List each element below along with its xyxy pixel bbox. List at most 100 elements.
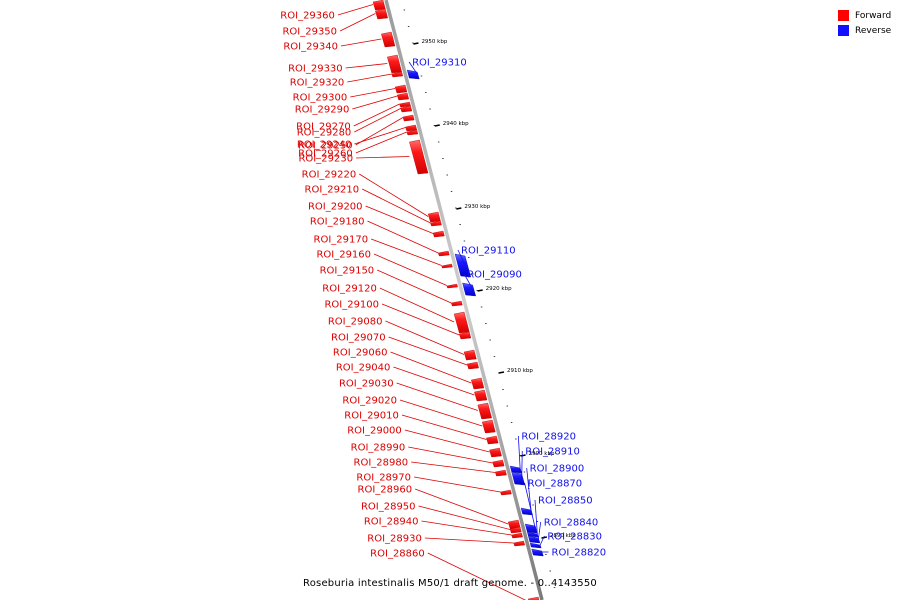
forward-gene[interactable] xyxy=(450,300,463,307)
reverse-gene[interactable] xyxy=(406,69,420,80)
forward-gene[interactable] xyxy=(527,596,540,600)
forward-gene[interactable] xyxy=(406,129,419,136)
reverse-gene-label[interactable]: ROI_28910 xyxy=(525,447,580,458)
forward-gene-label[interactable]: ROI_29320 xyxy=(290,78,345,89)
forward-gene-label[interactable]: ROI_29010 xyxy=(344,411,399,422)
forward-gene-label[interactable]: ROI_29230 xyxy=(298,154,353,165)
reverse-gene[interactable] xyxy=(529,542,542,549)
forward-gene-label[interactable]: ROI_29270 xyxy=(296,122,351,133)
forward-gene[interactable] xyxy=(405,124,418,132)
forward-gene[interactable] xyxy=(409,139,429,175)
forward-gene-label[interactable]: ROI_29040 xyxy=(336,363,391,374)
forward-gene-label[interactable]: ROI_29020 xyxy=(342,396,397,407)
genome-caption: Roseburia intestinalis M50/1 draft genom… xyxy=(303,578,597,589)
forward-gene[interactable] xyxy=(381,31,396,48)
forward-gene-label[interactable]: ROI_29170 xyxy=(314,235,369,246)
forward-gene-label[interactable]: ROI_29350 xyxy=(282,27,337,38)
forward-gene[interactable] xyxy=(441,263,453,269)
forward-gene[interactable] xyxy=(372,0,386,11)
forward-gene[interactable] xyxy=(471,377,485,390)
forward-gene-label[interactable]: ROI_29120 xyxy=(322,284,377,295)
forward-gene[interactable] xyxy=(427,211,441,223)
forward-gene-label[interactable]: ROI_29060 xyxy=(333,348,388,359)
forward-gene[interactable] xyxy=(474,389,488,402)
label-connector xyxy=(354,108,401,133)
forward-gene-label[interactable]: ROI_29030 xyxy=(339,379,394,390)
forward-gene[interactable] xyxy=(394,84,408,94)
forward-gene-label[interactable]: ROI_29150 xyxy=(320,266,375,277)
reverse-gene[interactable] xyxy=(462,282,476,297)
forward-gene-label[interactable]: ROI_29000 xyxy=(347,426,402,437)
forward-gene-label[interactable]: ROI_28940 xyxy=(364,517,419,528)
forward-gene[interactable] xyxy=(396,92,409,101)
reverse-gene-label[interactable]: ROI_29310 xyxy=(412,58,467,69)
forward-gene[interactable] xyxy=(463,349,477,361)
forward-gene[interactable] xyxy=(492,459,505,468)
scale-label: 2900 kbp xyxy=(529,451,555,457)
forward-gene[interactable] xyxy=(477,402,492,420)
forward-gene-label[interactable]: ROI_29240 xyxy=(297,140,352,151)
forward-gene-label[interactable]: ROI_29290 xyxy=(295,105,350,116)
forward-gene-label[interactable]: ROI_29340 xyxy=(283,42,338,53)
forward-gene-label[interactable]: ROI_29260 xyxy=(298,149,353,160)
forward-gene[interactable] xyxy=(489,447,502,458)
forward-gene-label[interactable]: ROI_29180 xyxy=(310,217,365,228)
forward-gene[interactable] xyxy=(466,361,479,370)
forward-gene-label[interactable]: ROI_29210 xyxy=(305,185,360,196)
forward-gene[interactable] xyxy=(446,283,458,289)
forward-gene-label[interactable]: ROI_29250 xyxy=(298,141,353,152)
reverse-gene[interactable] xyxy=(520,507,533,516)
forward-gene-label[interactable]: ROI_29330 xyxy=(288,64,343,75)
reverse-gene-label[interactable]: ROI_29090 xyxy=(467,270,522,281)
forward-gene-label[interactable]: ROI_29100 xyxy=(324,300,379,311)
forward-gene-label[interactable]: ROI_28950 xyxy=(361,502,416,513)
reverse-gene-label[interactable]: ROI_28850 xyxy=(538,496,593,507)
reverse-gene-label[interactable]: ROI_28870 xyxy=(528,479,583,490)
forward-gene[interactable] xyxy=(437,250,450,257)
reverse-gene[interactable] xyxy=(531,548,544,557)
reverse-gene[interactable] xyxy=(454,253,472,278)
forward-gene-label[interactable]: ROI_29080 xyxy=(328,317,383,328)
scale-label: 2950 kbp xyxy=(421,39,447,45)
label-connector xyxy=(418,505,511,530)
forward-gene-label[interactable]: ROI_29160 xyxy=(316,250,371,261)
forward-gene[interactable] xyxy=(432,230,445,238)
forward-gene[interactable] xyxy=(513,540,525,547)
forward-gene-label[interactable]: ROI_28860 xyxy=(370,549,425,560)
reverse-gene-label[interactable]: ROI_28900 xyxy=(530,464,585,475)
reverse-gene[interactable] xyxy=(524,523,538,534)
legend-forward-label: Forward xyxy=(855,10,892,21)
forward-gene[interactable] xyxy=(511,532,523,539)
forward-gene[interactable] xyxy=(459,331,472,340)
reverse-gene[interactable] xyxy=(511,471,526,486)
reverse-gene-label[interactable]: ROI_28920 xyxy=(521,432,576,443)
reverse-gene-label[interactable]: ROI_28830 xyxy=(547,532,602,543)
forward-gene-label[interactable]: ROI_29360 xyxy=(280,11,335,22)
forward-gene[interactable] xyxy=(391,71,404,78)
legend: Forward Reverse xyxy=(838,8,891,38)
forward-gene[interactable] xyxy=(375,8,388,20)
reverse-gene-label[interactable]: ROI_29110 xyxy=(461,246,516,257)
forward-gene-label[interactable]: ROI_29070 xyxy=(331,333,386,344)
forward-gene-label[interactable]: ROI_29200 xyxy=(308,202,363,213)
forward-gene[interactable] xyxy=(402,114,415,122)
forward-gene-label[interactable]: ROI_28980 xyxy=(354,458,409,469)
forward-gene-label[interactable]: ROI_28960 xyxy=(358,485,413,496)
reverse-gene-label[interactable]: ROI_28840 xyxy=(544,518,599,529)
reverse-gene-label[interactable]: ROI_28820 xyxy=(552,548,607,559)
forward-gene[interactable] xyxy=(509,526,522,534)
forward-gene-label[interactable]: ROI_29220 xyxy=(302,170,357,181)
forward-gene-label[interactable]: ROI_28930 xyxy=(367,534,422,545)
forward-gene[interactable] xyxy=(400,105,413,113)
forward-gene[interactable] xyxy=(500,489,512,496)
reverse-gene[interactable] xyxy=(528,535,541,544)
forward-gene[interactable] xyxy=(486,435,499,445)
forward-gene-label[interactable]: ROI_29300 xyxy=(293,93,348,104)
forward-gene[interactable] xyxy=(494,469,507,477)
forward-gene-label[interactable]: ROI_28970 xyxy=(356,473,411,484)
forward-gene-label[interactable]: ROI_28990 xyxy=(351,443,406,454)
forward-gene[interactable] xyxy=(481,419,496,434)
forward-gene-label[interactable]: ROI_29280 xyxy=(297,128,352,139)
forward-gene[interactable] xyxy=(430,220,442,227)
